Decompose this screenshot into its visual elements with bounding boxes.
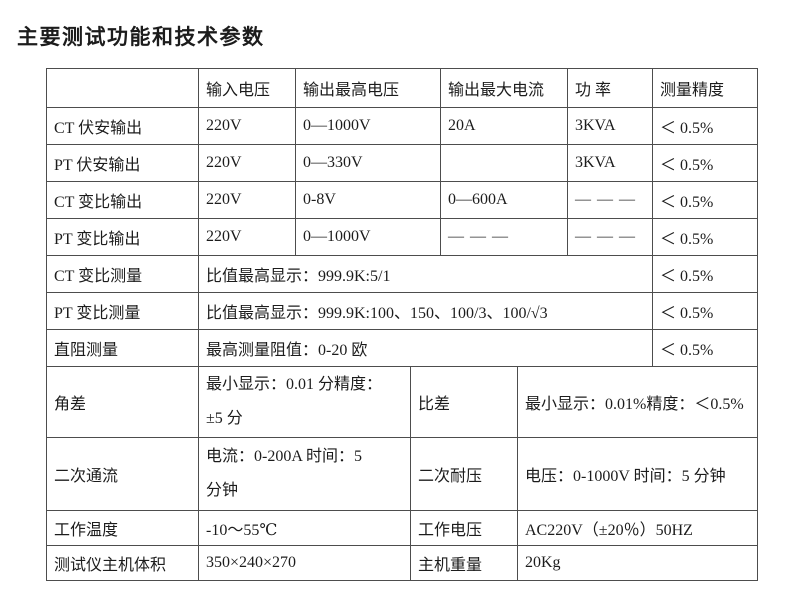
table-row-resistance-measure: 直阻测量 最高测量阻值：0-20 欧 ＜ 0.5% xyxy=(46,329,758,367)
row-label: 工作温度 xyxy=(46,510,199,546)
row-label: 二次通流 xyxy=(46,437,199,511)
cell-input-voltage: 220V xyxy=(198,181,296,219)
table-row-host-size: 测试仪主机体积 350×240×270 主机重量 20Kg xyxy=(46,545,758,581)
cell-input-voltage: 220V xyxy=(198,107,296,145)
cell-power: ——— xyxy=(567,218,653,256)
cell-max-voltage: 0—330V xyxy=(295,144,441,182)
row-label: 直阻测量 xyxy=(46,329,199,367)
header-accuracy: 测量精度 xyxy=(652,68,758,108)
page-title: 主要测试功能和技术参数 xyxy=(17,25,265,49)
spec-table: 输入电压 输出最高电压 输出最大电流 功 率 测量精度 CT 伏安输出 220V… xyxy=(46,68,758,581)
table-row-secondary-current: 二次通流 电流：0-200A 时间：5 分钟 二次耐压 电压：0-1000V 时… xyxy=(46,437,758,511)
cell-max-current xyxy=(440,144,568,182)
cell-max-voltage: 0—1000V xyxy=(295,107,441,145)
table-row-pt-ratio-output: PT 变比输出 220V 0—1000V ——— ——— ＜ 0.5% xyxy=(46,218,758,256)
cell-measure-value: 最高测量阻值：0-20 欧 xyxy=(198,329,653,367)
cell-pair-value: 350×240×270 xyxy=(198,545,411,581)
cell-accuracy: ＜ 0.5% xyxy=(652,292,758,330)
header-input-voltage: 输入电压 xyxy=(198,68,296,108)
cell-power: 3KVA xyxy=(567,107,653,145)
row-label: PT 伏安输出 xyxy=(46,144,199,182)
cell-pair-value: -10～55℃ xyxy=(198,510,411,546)
cell-accuracy: ＜ 0.5% xyxy=(652,329,758,367)
row-label: 角差 xyxy=(46,366,199,438)
cell-pair-value-secondary: 最小显示：0.01%精度：＜0.5% xyxy=(517,366,758,438)
cell-power: 3KVA xyxy=(567,144,653,182)
cell-pair-value: 最小显示：0.01 分精度： ±5 分 xyxy=(198,366,411,438)
header-row: 输入电压 输出最高电压 输出最大电流 功 率 测量精度 xyxy=(46,68,758,108)
table-row-ct-ratio-output: CT 变比输出 220V 0-8V 0—600A ——— ＜ 0.5% xyxy=(46,181,758,219)
row-label-secondary: 主机重量 xyxy=(410,545,518,581)
value-line: 分钟 xyxy=(206,482,239,499)
cell-accuracy: ＜ 0.5% xyxy=(652,107,758,145)
cell-accuracy: ＜ 0.5% xyxy=(652,181,758,219)
row-label: 测试仪主机体积 xyxy=(46,545,199,581)
table-row-pt-ratio-measure: PT 变比测量 比值最高显示：999.9K:100、150、100/3、100/… xyxy=(46,292,758,330)
table-row-ct-va-output: CT 伏安输出 220V 0—1000V 20A 3KVA ＜ 0.5% xyxy=(46,107,758,145)
cell-accuracy: ＜ 0.5% xyxy=(652,255,758,293)
value-line: ±5 分 xyxy=(206,410,243,427)
cell-max-voltage: 0—1000V xyxy=(295,218,441,256)
cell-pair-value-secondary: 20Kg xyxy=(517,545,758,581)
row-label: PT 变比测量 xyxy=(46,292,199,330)
cell-input-voltage: 220V xyxy=(198,144,296,182)
cell-accuracy: ＜ 0.5% xyxy=(652,144,758,182)
table-row-ct-ratio-measure: CT 变比测量 比值最高显示：999.9K:5/1 ＜ 0.5% xyxy=(46,255,758,293)
cell-accuracy: ＜ 0.5% xyxy=(652,218,758,256)
row-label: CT 变比输出 xyxy=(46,181,199,219)
cell-pair-value: 电流：0-200A 时间：5 分钟 xyxy=(198,437,411,511)
cell-measure-value: 比值最高显示：999.9K:5/1 xyxy=(198,255,653,293)
table-row-angle-error: 角差 最小显示：0.01 分精度： ±5 分 比差 最小显示：0.01%精度：＜… xyxy=(46,366,758,438)
table-row-pt-va-output: PT 伏安输出 220V 0—330V 3KVA ＜ 0.5% xyxy=(46,144,758,182)
header-max-output-voltage: 输出最高电压 xyxy=(295,68,441,108)
row-label-secondary: 比差 xyxy=(410,366,518,438)
row-label: PT 变比输出 xyxy=(46,218,199,256)
value-line: 最小显示：0.01 分精度： xyxy=(206,376,383,393)
header-max-output-current: 输出最大电流 xyxy=(440,68,568,108)
cell-max-current: 0—600A xyxy=(440,181,568,219)
cell-power: ——— xyxy=(567,181,653,219)
cell-max-voltage: 0-8V xyxy=(295,181,441,219)
cell-max-current: 20A xyxy=(440,107,568,145)
row-label-secondary: 工作电压 xyxy=(410,510,518,546)
cell-pair-value-secondary: AC220V（±20％）50HZ xyxy=(517,510,758,546)
header-corner-cell xyxy=(46,68,199,108)
cell-max-current: ——— xyxy=(440,218,568,256)
cell-input-voltage: 220V xyxy=(198,218,296,256)
row-label-secondary: 二次耐压 xyxy=(410,437,518,511)
cell-measure-value: 比值最高显示：999.9K:100、150、100/3、100/√3 xyxy=(198,292,653,330)
value-line: 电流：0-200A 时间：5 xyxy=(206,448,363,465)
table-row-working-temperature: 工作温度 -10～55℃ 工作电压 AC220V（±20％）50HZ xyxy=(46,510,758,546)
row-label: CT 变比测量 xyxy=(46,255,199,293)
header-power: 功 率 xyxy=(567,68,653,108)
row-label: CT 伏安输出 xyxy=(46,107,199,145)
cell-pair-value-secondary: 电压：0-1000V 时间：5 分钟 xyxy=(517,437,758,511)
